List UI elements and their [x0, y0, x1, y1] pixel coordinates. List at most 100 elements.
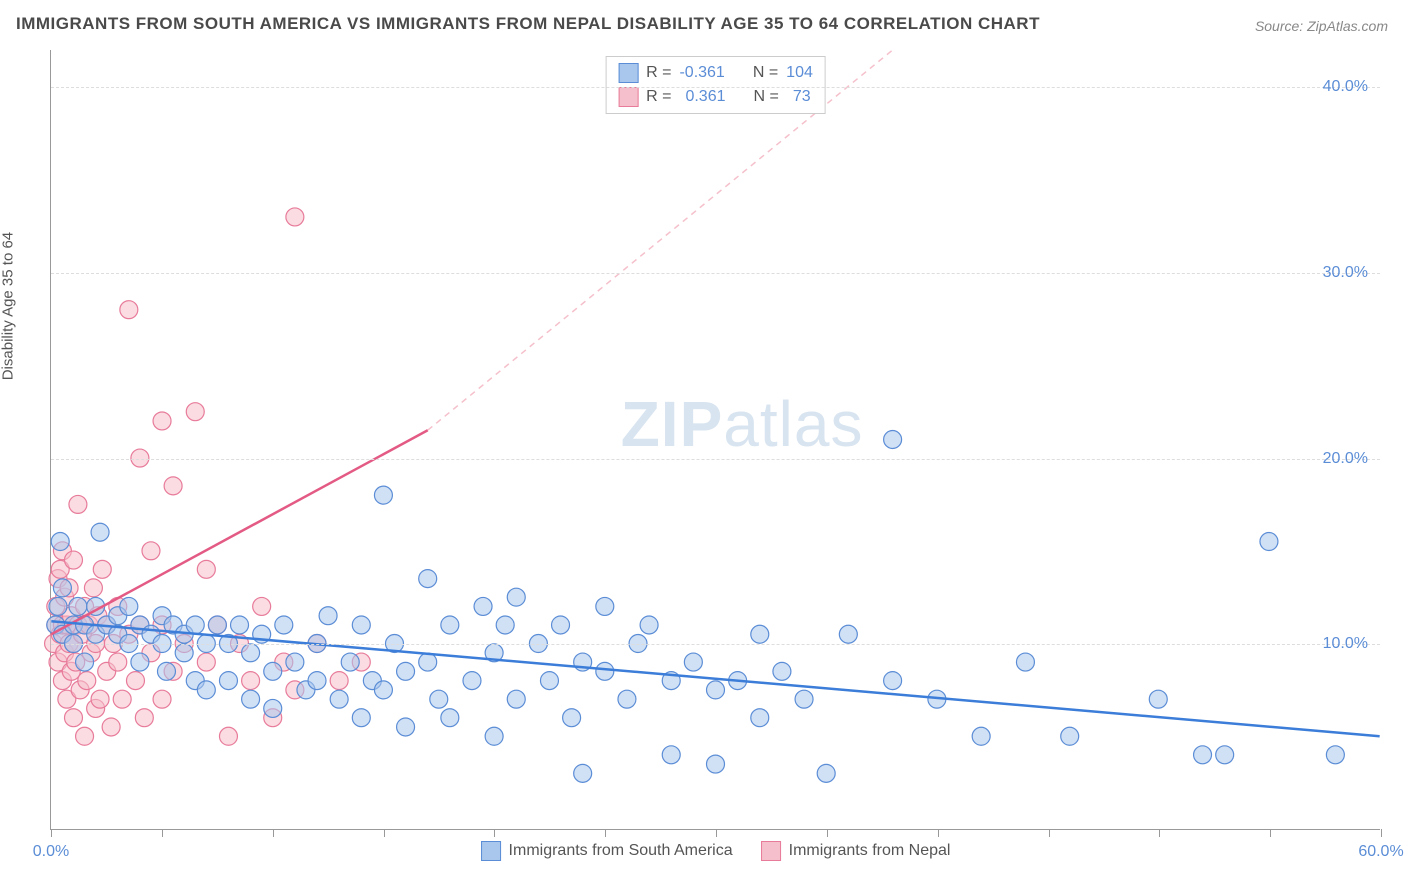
- plot-svg: [51, 50, 1380, 829]
- data-point: [186, 616, 204, 634]
- data-point: [419, 570, 437, 588]
- n-label: N =: [754, 85, 779, 109]
- data-point: [120, 301, 138, 319]
- legend-row-blue: R = -0.361 N = 104: [618, 61, 813, 85]
- data-point: [352, 616, 370, 634]
- data-point: [596, 662, 614, 680]
- data-point: [1016, 653, 1034, 671]
- x-tick: [494, 829, 495, 837]
- data-point: [242, 644, 260, 662]
- data-point: [707, 755, 725, 773]
- data-point: [341, 653, 359, 671]
- gridline: [51, 459, 1380, 460]
- x-tick: [827, 829, 828, 837]
- x-tick: [273, 829, 274, 837]
- data-point: [131, 653, 149, 671]
- data-point: [662, 746, 680, 764]
- data-point: [352, 709, 370, 727]
- data-point: [441, 616, 459, 634]
- x-tick-label: 60.0%: [1358, 843, 1403, 861]
- data-point: [496, 616, 514, 634]
- data-point: [707, 681, 725, 699]
- series-legend: Immigrants from South America Immigrants…: [481, 841, 951, 861]
- data-point: [264, 699, 282, 717]
- y-tick-label: 20.0%: [1323, 450, 1368, 468]
- data-point: [231, 616, 249, 634]
- r-label: R =: [646, 61, 671, 85]
- data-point: [308, 672, 326, 690]
- data-point: [69, 495, 87, 513]
- data-point: [839, 625, 857, 643]
- data-point: [441, 709, 459, 727]
- x-tick: [51, 829, 52, 837]
- data-point: [93, 560, 111, 578]
- r-label: R =: [646, 85, 671, 109]
- data-point: [219, 727, 237, 745]
- data-point: [219, 672, 237, 690]
- legend-row-pink: R = 0.361 N = 73: [618, 85, 813, 109]
- x-tick: [1381, 829, 1382, 837]
- data-point: [242, 690, 260, 708]
- data-point: [53, 579, 71, 597]
- data-point: [264, 662, 282, 680]
- data-point: [208, 616, 226, 634]
- legend-label-pink: Immigrants from Nepal: [789, 842, 951, 860]
- x-tick: [716, 829, 717, 837]
- data-point: [397, 662, 415, 680]
- x-tick-label: 0.0%: [33, 843, 69, 861]
- x-tick: [162, 829, 163, 837]
- gridline: [51, 87, 1380, 88]
- data-point: [1061, 727, 1079, 745]
- data-point: [1194, 746, 1212, 764]
- data-point: [286, 653, 304, 671]
- swatch-blue: [481, 841, 501, 861]
- data-point: [540, 672, 558, 690]
- y-tick-label: 40.0%: [1323, 78, 1368, 96]
- data-point: [197, 681, 215, 699]
- legend-label-blue: Immigrants from South America: [509, 842, 733, 860]
- x-tick: [1270, 829, 1271, 837]
- data-point: [751, 625, 769, 643]
- data-point: [563, 709, 581, 727]
- data-point: [374, 486, 392, 504]
- data-point: [157, 662, 175, 680]
- data-point: [153, 412, 171, 430]
- r-value-blue: -0.361: [679, 61, 724, 85]
- data-point: [618, 690, 636, 708]
- data-point: [330, 672, 348, 690]
- data-point: [253, 597, 271, 615]
- data-point: [91, 690, 109, 708]
- data-point: [574, 764, 592, 782]
- n-value-pink: 73: [793, 85, 811, 109]
- data-point: [175, 644, 193, 662]
- data-point: [640, 616, 658, 634]
- data-point: [430, 690, 448, 708]
- gridline: [51, 273, 1380, 274]
- data-point: [102, 718, 120, 736]
- data-point: [286, 208, 304, 226]
- data-point: [65, 709, 83, 727]
- data-point: [374, 681, 392, 699]
- data-point: [795, 690, 813, 708]
- data-point: [69, 597, 87, 615]
- data-point: [1326, 746, 1344, 764]
- swatch-pink: [761, 841, 781, 861]
- data-point: [126, 672, 144, 690]
- x-tick: [605, 829, 606, 837]
- data-point: [76, 727, 94, 745]
- chart-area: ZIPatlas R = -0.361 N = 104 R = 0.361 N …: [50, 50, 1380, 830]
- source-label: Source: ZipAtlas.com: [1255, 18, 1388, 34]
- correlation-legend: R = -0.361 N = 104 R = 0.361 N = 73: [605, 56, 826, 114]
- x-tick: [384, 829, 385, 837]
- y-tick-label: 10.0%: [1323, 635, 1368, 653]
- swatch-pink: [618, 87, 638, 107]
- gridline: [51, 644, 1380, 645]
- data-point: [474, 597, 492, 615]
- data-point: [817, 764, 835, 782]
- data-point: [49, 597, 67, 615]
- n-value-blue: 104: [786, 61, 813, 85]
- data-point: [684, 653, 702, 671]
- data-point: [773, 662, 791, 680]
- data-point: [153, 690, 171, 708]
- data-point: [884, 672, 902, 690]
